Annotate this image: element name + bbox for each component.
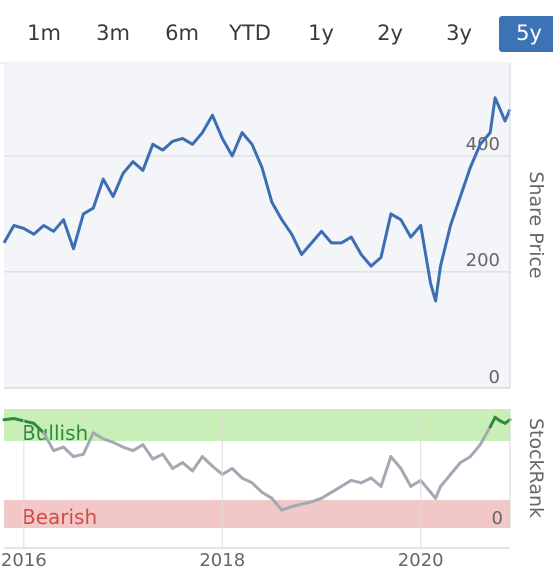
- share-price-axis-label: Share Price: [525, 171, 547, 278]
- stockrank-line-segment: [240, 476, 254, 485]
- tab-3m[interactable]: 3m: [96, 21, 130, 45]
- stockrank-tick-label: 0: [492, 508, 503, 529]
- stockrank-line-segment: [290, 502, 304, 509]
- range-tabs: 1m 3m 6m YTD 1y 2y 3y 5y: [0, 0, 553, 62]
- stockrank-line-segment: [329, 484, 343, 494]
- stockrank-line-segment: [458, 455, 472, 465]
- share-price-line: [2, 96, 512, 303]
- stockrank-line-segment: [131, 443, 145, 453]
- stockrank-line-segment: [141, 443, 155, 461]
- price-plot-area: [4, 63, 510, 388]
- stockrank-line-segment: [151, 452, 165, 461]
- stockrank-line-segment: [121, 445, 135, 453]
- stockrank-line-segment: [270, 496, 284, 512]
- stockrank-line-segment: [478, 425, 492, 447]
- price-tick-label: 200: [466, 250, 500, 271]
- stockrank-line-segment: [2, 417, 16, 422]
- x-tick-label: 2018: [199, 550, 245, 569]
- stockrank-line-segment: [191, 455, 204, 473]
- stockrank-line-segment: [32, 421, 46, 435]
- stockrank-line-segment: [310, 496, 323, 504]
- stockrank-line-segment: [434, 484, 442, 500]
- stockrank-line-segment: [161, 452, 175, 470]
- price-tick-label: 0: [489, 367, 500, 388]
- stockrank-line-segment: [503, 418, 512, 425]
- stockrank-line-segment: [111, 440, 125, 449]
- stockrank-line-segment: [439, 472, 452, 488]
- bearish-zone: [4, 500, 510, 528]
- stockrank-line-segment: [42, 431, 56, 453]
- tab-ytd[interactable]: YTD: [229, 21, 271, 45]
- stockrank-line-segment: [468, 443, 482, 459]
- stockrank-line-segment: [320, 490, 333, 500]
- stockrank-line-segment: [12, 417, 26, 423]
- bearish-label: Bearish: [22, 505, 97, 529]
- tab-2y[interactable]: 2y: [377, 21, 403, 45]
- stockrank-line-segment: [22, 419, 36, 425]
- stockrank-line-segment: [210, 464, 224, 476]
- stockrank-line-segment: [81, 431, 95, 456]
- stockrank-line-segment: [230, 467, 244, 480]
- stockrank-line-segment: [250, 481, 264, 494]
- stockrank-line-segment: [280, 505, 294, 512]
- stockrank-line-segment: [349, 478, 363, 485]
- stockrank-line-segment: [369, 476, 383, 488]
- stockrank-line-segment: [449, 461, 462, 476]
- stockrank-line-segment: [409, 478, 423, 488]
- stockrank-line-segment: [339, 478, 353, 488]
- x-tick-label: 2016: [1, 550, 47, 569]
- stockrank-line-segment: [379, 455, 393, 488]
- stockrank-line-segment: [91, 431, 105, 441]
- tab-1y[interactable]: 1y: [308, 21, 334, 45]
- stockrank-line-segment: [300, 500, 314, 506]
- bullish-zone: [4, 409, 510, 441]
- stockrank-line-segment: [52, 445, 65, 453]
- price-tick-label: 400: [466, 134, 500, 155]
- stockrank-line-segment: [200, 455, 214, 468]
- stockrank-line-segment: [488, 415, 497, 429]
- stockrank-line-segment: [72, 452, 85, 459]
- stockrank-line-segment: [359, 476, 373, 485]
- stockrank-line-segment: [181, 461, 194, 473]
- stockrank-line-segment: [171, 461, 185, 470]
- stockrank-line-segment: [62, 445, 75, 459]
- stockrank-axis-label: StockRank: [525, 418, 547, 518]
- stockrank-line-segment: [220, 467, 234, 476]
- tab-1m[interactable]: 1m: [27, 21, 61, 45]
- stockrank-line-segment: [101, 437, 115, 444]
- stockrank-line-segment: [419, 478, 433, 494]
- stockrank-line-segment: [399, 467, 413, 488]
- x-tick-label: 2020: [398, 550, 444, 569]
- tab-5y[interactable]: 5y: [499, 16, 553, 52]
- stockrank-line-segment: [389, 455, 403, 470]
- bullish-label: Bullish: [22, 421, 88, 445]
- tab-3y[interactable]: 3y: [446, 21, 472, 45]
- stockrank-line-segment: [260, 490, 274, 500]
- tab-6m[interactable]: 6m: [165, 21, 199, 45]
